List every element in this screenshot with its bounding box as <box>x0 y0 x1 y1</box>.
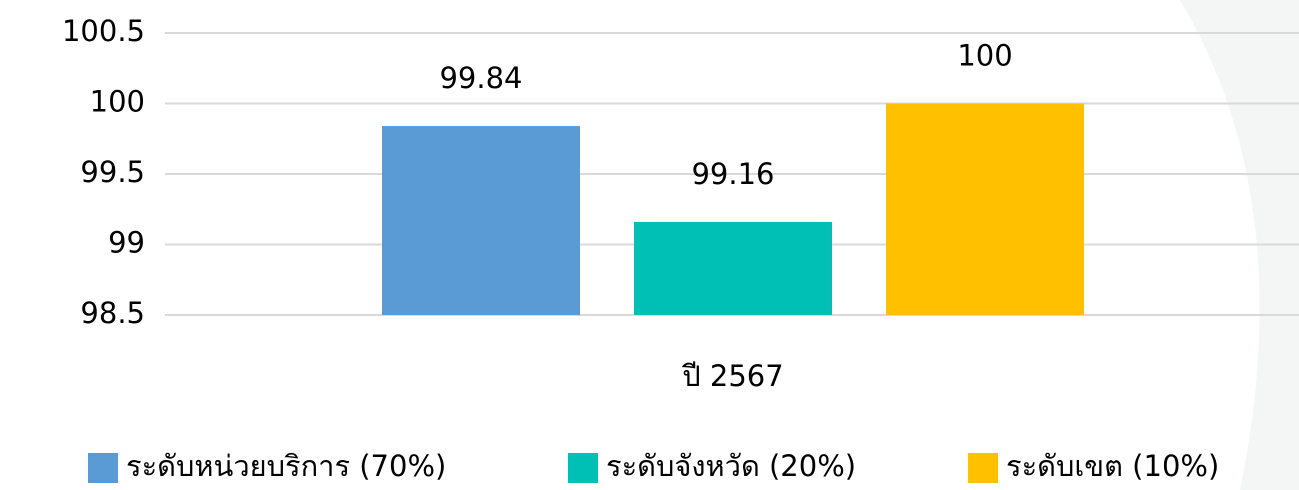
legend-label: ระดับจังหวัด (20%) <box>606 449 856 483</box>
y-tick-label: 99.5 <box>80 155 145 189</box>
bar <box>886 103 1084 315</box>
data-label: 100 <box>957 39 1012 73</box>
legend-swatch <box>568 453 598 483</box>
y-tick-label: 99 <box>108 226 145 260</box>
bar <box>382 126 580 315</box>
bar <box>634 221 832 315</box>
legend-swatch <box>968 453 998 483</box>
legend-label: ระดับหน่วยบริการ (70%) <box>126 449 446 483</box>
data-label: 99.16 <box>691 157 774 191</box>
y-tick-label: 100 <box>90 85 145 119</box>
legend-swatch <box>88 453 118 483</box>
y-tick-label: 98.5 <box>80 296 145 330</box>
y-tick-label: 100.5 <box>62 14 145 48</box>
x-tick-label: ปี 2567 <box>682 359 784 393</box>
data-label: 99.84 <box>439 61 522 95</box>
background-decoration <box>1180 0 1299 490</box>
legend-label: ระดับเขต (10%) <box>1006 449 1219 483</box>
